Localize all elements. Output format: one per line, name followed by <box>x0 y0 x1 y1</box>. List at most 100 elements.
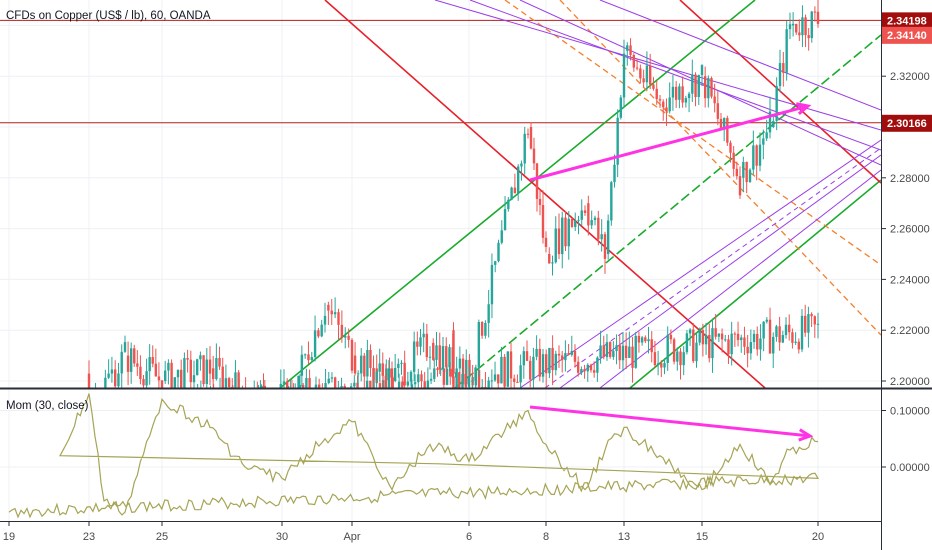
candle-body <box>798 32 801 36</box>
candle-body <box>711 328 714 359</box>
candle-body <box>420 374 423 382</box>
fan-line[interactable] <box>599 0 881 111</box>
candle-body <box>538 348 542 377</box>
candle-body <box>451 347 454 378</box>
candle-body <box>435 345 438 360</box>
candle-body <box>580 369 583 373</box>
candle-body <box>807 314 810 333</box>
candle-body <box>120 351 123 374</box>
momentum-panel <box>8 393 820 519</box>
candle-body <box>596 357 599 373</box>
candle-body <box>263 385 267 388</box>
pitchfork-median-line[interactable] <box>559 0 881 336</box>
candle-body <box>410 384 414 388</box>
candle-body <box>363 355 366 377</box>
candle-body <box>104 377 107 388</box>
candle-body <box>765 319 769 322</box>
candle-body <box>735 168 739 177</box>
candle-body <box>707 78 710 99</box>
candle-body <box>490 380 494 382</box>
candle-body <box>416 341 419 347</box>
candle-body <box>703 76 707 99</box>
candle-body <box>406 381 410 386</box>
candle-body <box>366 350 369 377</box>
candle-body <box>497 242 500 262</box>
trend-channel-line[interactable] <box>279 0 756 388</box>
candle-body <box>471 380 474 382</box>
trend-channel-line[interactable] <box>629 179 881 388</box>
divergence-arrow-price[interactable] <box>529 104 809 182</box>
pitchfork-median-line[interactable] <box>504 0 881 266</box>
fan-line[interactable] <box>469 0 881 151</box>
candle-body <box>567 218 570 247</box>
candle-body <box>199 355 202 360</box>
candle-body <box>632 54 636 68</box>
candle-body <box>804 315 807 333</box>
divergence-arrow-momentum-head <box>798 428 814 442</box>
price-tick-label: 2.24000 <box>890 274 930 286</box>
candle-body <box>778 63 782 87</box>
candle-body <box>742 161 745 178</box>
candle-body <box>541 205 545 238</box>
fan-line[interactable] <box>599 169 881 388</box>
candle-body <box>180 369 183 388</box>
fan-line[interactable] <box>544 147 881 388</box>
candle-body <box>353 382 356 387</box>
candle-body <box>301 384 305 388</box>
trend-channel-line[interactable] <box>324 0 766 388</box>
candle-body <box>529 127 533 149</box>
candle-body <box>349 386 353 388</box>
candle-body <box>554 353 557 371</box>
candle-body <box>129 348 133 372</box>
candle-body <box>714 328 717 337</box>
candle-body <box>719 118 723 129</box>
fan-line[interactable] <box>519 0 881 166</box>
candle-body <box>113 369 117 387</box>
candle-body <box>813 316 817 325</box>
candle-body <box>732 152 735 169</box>
candle-body <box>619 97 623 118</box>
candle-body <box>590 220 593 226</box>
candle-body <box>658 99 662 101</box>
candle-body <box>671 86 675 98</box>
trend-channel-line[interactable] <box>454 34 881 388</box>
candle-body <box>642 78 645 83</box>
candle-body <box>308 378 311 388</box>
candle-body <box>372 368 375 381</box>
candle-body <box>637 335 641 343</box>
candle-body <box>196 359 199 376</box>
candle-body <box>381 363 384 376</box>
candle-body <box>762 321 765 339</box>
time-tick-label: 20 <box>812 531 824 543</box>
candle-body <box>516 381 519 383</box>
fan-line[interactable] <box>519 139 881 388</box>
time-tick-label: Apr <box>343 531 360 543</box>
candle-body <box>313 330 317 358</box>
candle-body <box>425 333 429 358</box>
candle-body <box>487 380 490 388</box>
candle-body <box>616 117 619 165</box>
divergence-arrow-price-head <box>795 102 812 115</box>
candle-body <box>691 74 694 94</box>
price-tick-label: 2.22000 <box>890 325 930 337</box>
candle-body <box>445 346 448 368</box>
candle-body <box>631 346 634 368</box>
candle-body <box>781 335 785 343</box>
candle-body <box>599 345 602 358</box>
candle-body <box>282 381 286 384</box>
divergence-arrow-momentum[interactable] <box>529 405 811 438</box>
axes[interactable]: 2.200002.220002.240002.260002.280002.300… <box>3 12 932 543</box>
candle-body <box>768 111 772 133</box>
candle-body <box>570 218 574 227</box>
candle-body <box>700 65 704 76</box>
price-label-badge <box>882 26 932 44</box>
candle-body <box>621 345 625 361</box>
price-tick-label: 2.26000 <box>890 224 930 236</box>
candle-body <box>133 348 136 364</box>
candle-body <box>765 132 768 139</box>
momentum-tick-label: 0.10000 <box>890 406 930 418</box>
candle-body <box>510 187 513 200</box>
candle-body <box>629 45 632 55</box>
candle-body <box>303 354 307 356</box>
candle-body <box>413 382 417 385</box>
